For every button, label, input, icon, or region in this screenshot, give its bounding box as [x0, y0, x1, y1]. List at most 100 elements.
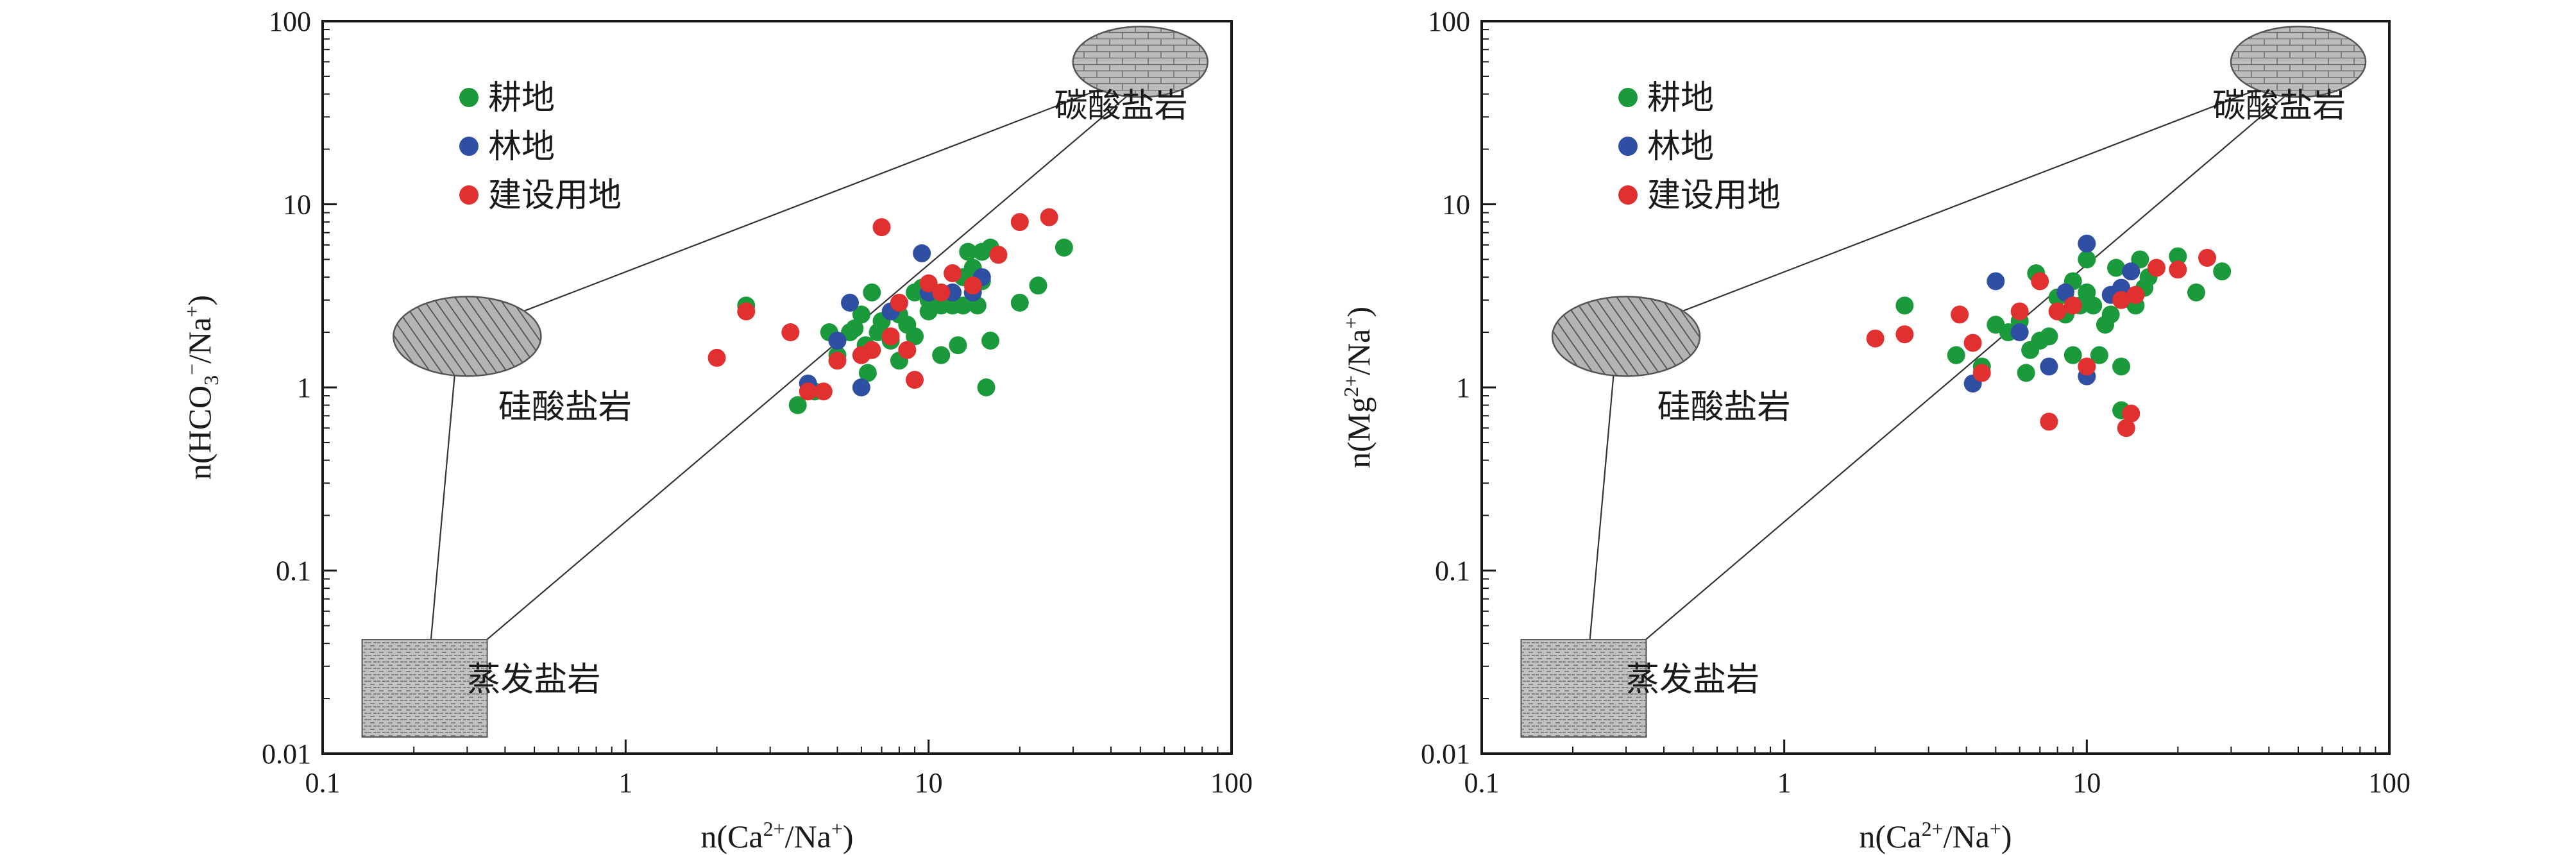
legend-label: 耕地: [488, 79, 555, 117]
data-point-耕地: [2040, 327, 2058, 346]
y-tick-label: 1: [1456, 372, 1470, 403]
data-point-耕地: [959, 242, 978, 261]
data-point-耕地: [932, 346, 951, 364]
y-axis-label: n(HCO3−/Na+): [180, 295, 223, 480]
y-tick-label: 100: [1428, 6, 1470, 37]
data-point-建设用地: [814, 382, 833, 401]
data-point-耕地: [2090, 346, 2108, 364]
silicate-region: [1551, 296, 1701, 377]
data-point-耕地: [852, 305, 870, 324]
data-point-建设用地: [1895, 325, 1914, 344]
data-point-建设用地: [1963, 334, 1982, 352]
y-tick-label: 0.01: [262, 738, 311, 770]
data-point-林地: [828, 332, 847, 350]
data-point-建设用地: [872, 218, 891, 237]
data-point-林地: [2056, 283, 2075, 301]
data-point-建设用地: [2040, 412, 2058, 431]
data-point-耕地: [906, 327, 924, 346]
data-point-耕地: [788, 396, 807, 414]
data-point-耕地: [858, 364, 877, 382]
y-axis-label: n(Mg2+/Na+): [1339, 307, 1377, 468]
y-tick-label: 10: [1442, 189, 1470, 221]
evaporite-region: [361, 639, 488, 738]
x-tick-label: 10: [2072, 767, 2101, 799]
data-point-耕地: [2063, 346, 2082, 364]
data-point-建设用地: [1972, 364, 1991, 382]
data-point-建设用地: [828, 351, 847, 370]
x-tick-label: 100: [1210, 767, 1253, 799]
x-axis-label: n(Ca2+/Na+): [700, 817, 853, 854]
data-point-建设用地: [708, 348, 726, 367]
data-point-耕地: [981, 332, 1000, 350]
evaporite-region: [1520, 639, 1647, 738]
data-point-林地: [913, 244, 931, 262]
data-point-耕地: [2078, 250, 2096, 269]
data-point-建设用地: [2112, 291, 2131, 309]
evaporite-label: 蒸发盐岩: [467, 661, 600, 699]
evaporite-label: 蒸发盐岩: [1626, 661, 1759, 699]
data-point-建设用地: [2031, 272, 2049, 291]
data-point-耕地: [2213, 262, 2232, 281]
silicate-region: [393, 296, 542, 377]
chart-panel-1: 0.1 1 10 1000.010.1110100碳酸盐岩硅酸盐岩蒸发盐岩耕地林地建设…: [180, 6, 1253, 854]
data-point-耕地: [1055, 239, 1073, 257]
data-point-耕地: [977, 378, 996, 396]
y-tick-label: 100: [269, 6, 311, 37]
data-point-耕地: [2169, 247, 2187, 266]
data-point-耕地: [2112, 357, 2131, 376]
x-tick-label: 1: [1777, 767, 1792, 799]
legend-marker: [459, 137, 479, 156]
data-point-耕地: [949, 336, 967, 355]
data-point-林地: [841, 293, 860, 312]
y-tick-label: 10: [283, 189, 311, 221]
data-point-建设用地: [890, 293, 908, 312]
data-point-建设用地: [2122, 404, 2140, 423]
chart-panel-2: 0.1 1 10 1000.010.1110100碳酸盐岩硅酸盐岩蒸发盐岩耕地林地建设…: [1339, 6, 2411, 854]
carbonate-label: 碳酸盐岩: [1055, 87, 1188, 125]
data-point-耕地: [1010, 293, 1029, 312]
y-tick-label: 1: [297, 372, 311, 403]
carbonate-region: [2230, 26, 2367, 98]
data-point-建设用地: [2078, 357, 2096, 376]
data-point-建设用地: [1866, 329, 1885, 348]
data-point-建设用地: [1010, 213, 1029, 232]
legend-label: 耕地: [1647, 79, 1714, 117]
x-tick-label: 100: [2368, 767, 2411, 799]
x-tick-label: 10: [915, 767, 943, 799]
data-point-建设用地: [781, 323, 800, 342]
data-point-耕地: [1947, 346, 1965, 364]
data-point-耕地: [2107, 258, 2126, 277]
legend-label: 建设用地: [1647, 176, 1781, 215]
data-point-建设用地: [2117, 419, 2135, 437]
data-point-耕地: [2101, 305, 2120, 324]
data-point-耕地: [2187, 283, 2205, 301]
data-point-建设用地: [2063, 296, 2082, 315]
legend-marker: [1618, 137, 1638, 156]
legend-label: 林地: [488, 128, 555, 166]
data-point-建设用地: [906, 371, 924, 389]
legend-marker: [459, 185, 479, 205]
y-tick-label: 0.1: [1435, 555, 1470, 587]
data-point-耕地: [1895, 296, 1914, 315]
carbonate-label: 碳酸盐岩: [2212, 87, 2346, 125]
data-point-建设用地: [2148, 258, 2166, 277]
x-tick-label: 0.1: [1464, 767, 1500, 799]
silicate-label: 硅酸盐岩: [1657, 388, 1790, 427]
data-point-建设用地: [1040, 208, 1058, 226]
data-point-建设用地: [2010, 302, 2029, 321]
y-tick-label: 0.01: [1421, 738, 1470, 770]
x-tick-label: 1: [618, 767, 632, 799]
data-point-林地: [2010, 323, 2029, 342]
data-point-耕地: [2084, 296, 2103, 315]
data-point-建设用地: [963, 276, 982, 295]
legend-marker: [459, 88, 479, 107]
data-point-建设用地: [737, 302, 756, 321]
data-point-建设用地: [919, 274, 938, 292]
data-point-林地: [2122, 262, 2140, 281]
y-tick-label: 0.1: [276, 555, 311, 587]
data-point-耕地: [845, 319, 864, 338]
legend-marker: [1618, 185, 1638, 205]
data-point-林地: [1987, 272, 2005, 291]
data-point-建设用地: [2169, 260, 2187, 279]
